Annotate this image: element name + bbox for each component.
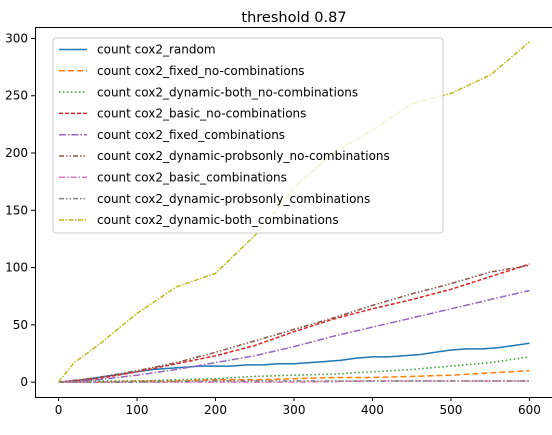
series-line-2 xyxy=(58,356,530,383)
y-tick-label: 50 xyxy=(13,318,28,332)
y-tick-label: 0 xyxy=(20,375,28,389)
series-line-5 xyxy=(58,264,530,383)
legend-label: count cox2_random xyxy=(97,43,216,57)
y-tick-label: 300 xyxy=(5,31,28,45)
legend-label: count cox2_basic_combinations xyxy=(97,171,287,185)
series-line-3 xyxy=(58,263,530,383)
x-tick-label: 0 xyxy=(55,403,63,417)
legend-box xyxy=(52,37,444,234)
x-tick-label: 200 xyxy=(204,403,227,417)
y-tick-label: 100 xyxy=(5,261,28,275)
legend-label: count cox2_dynamic-probsonly_no-combinat… xyxy=(97,149,390,163)
x-tick-label: 500 xyxy=(440,403,463,417)
x-axis: 0 100 200 300 400 500 600 xyxy=(55,397,541,417)
series-line-0 xyxy=(58,342,530,383)
legend-label: count cox2_fixed_combinations xyxy=(97,128,285,142)
y-axis: 0 50 100 150 200 250 300 xyxy=(5,31,35,389)
legend-label: count cox2_fixed_no-combinations xyxy=(97,64,305,78)
x-tick-label: 300 xyxy=(283,403,306,417)
series-line-7 xyxy=(58,380,530,383)
y-tick-label: 200 xyxy=(5,146,28,160)
x-tick-label: 400 xyxy=(361,403,384,417)
chart-title: threshold 0.87 xyxy=(241,10,346,26)
legend-label: count cox2_dynamic-both_combinations xyxy=(97,213,339,227)
y-tick-label: 150 xyxy=(5,203,28,217)
x-tick-label: 600 xyxy=(518,403,541,417)
series-line-1 xyxy=(58,369,530,383)
series-line-4 xyxy=(58,289,530,383)
legend-label: count cox2_dynamic-probsonly_combination… xyxy=(97,192,370,206)
x-tick-label: 100 xyxy=(126,403,149,417)
y-tick-label: 250 xyxy=(5,89,28,103)
legend-label: count cox2_dynamic-both_no-combinations xyxy=(97,85,358,99)
legend-label: count cox2_basic_no-combinations xyxy=(97,107,306,121)
